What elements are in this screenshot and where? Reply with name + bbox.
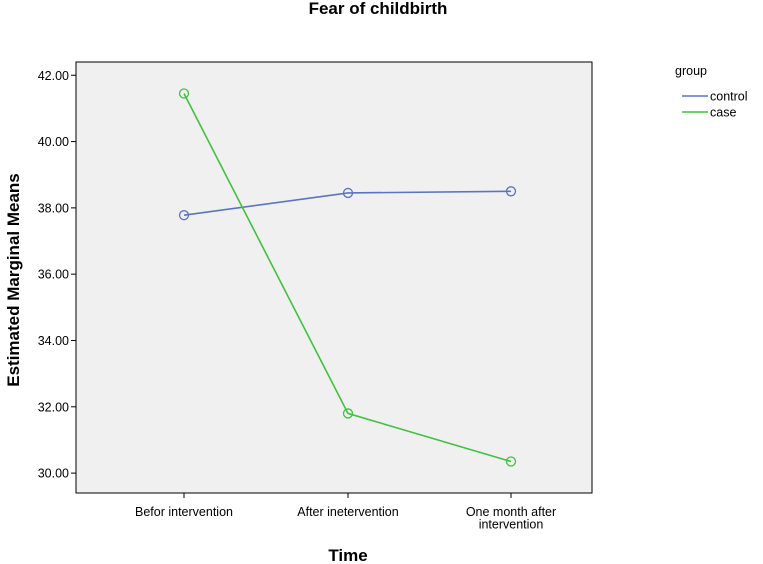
series-layer — [178, 88, 517, 467]
x-tick-label: intervention — [479, 518, 544, 532]
y-axis-title: Estimated Marginal Means — [4, 173, 23, 387]
legend-label-control: control — [710, 90, 748, 104]
data-point-control — [505, 186, 517, 197]
x-axis-title: Time — [328, 546, 367, 564]
y-tick-label: 40.00 — [38, 135, 69, 149]
data-point-case — [505, 456, 517, 467]
y-tick-label: 32.00 — [38, 400, 69, 414]
y-tick-label: 42.00 — [38, 69, 69, 83]
data-point-case — [178, 88, 190, 99]
legend-items: control case — [682, 90, 748, 120]
x-tick-label: One month after — [466, 505, 556, 519]
y-tick-label: 38.00 — [38, 201, 69, 215]
plot-area — [75, 61, 593, 494]
x-axis: Befor intervention After inetervention One… — [135, 493, 556, 532]
y-axis: 30.00 32.00 34.00 36.00 38.00 40.00 42.00 — [38, 69, 76, 481]
legend-label-case: case — [710, 106, 736, 120]
y-tick-label: 34.00 — [38, 334, 69, 348]
data-point-control — [178, 210, 190, 221]
legend: group control case — [675, 64, 748, 120]
y-tick-label: 30.00 — [38, 467, 69, 481]
x-tick-label: Befor intervention — [135, 505, 233, 519]
series-line-control — [183, 190, 512, 216]
x-tick-label: After inetervention — [297, 505, 398, 519]
chart-title: Fear of childbirth — [309, 0, 448, 18]
data-point-case — [342, 408, 354, 419]
y-tick-label: 36.00 — [38, 268, 69, 282]
data-point-control — [342, 187, 354, 199]
series-line-case — [183, 93, 512, 463]
legend-title: group — [675, 64, 707, 78]
